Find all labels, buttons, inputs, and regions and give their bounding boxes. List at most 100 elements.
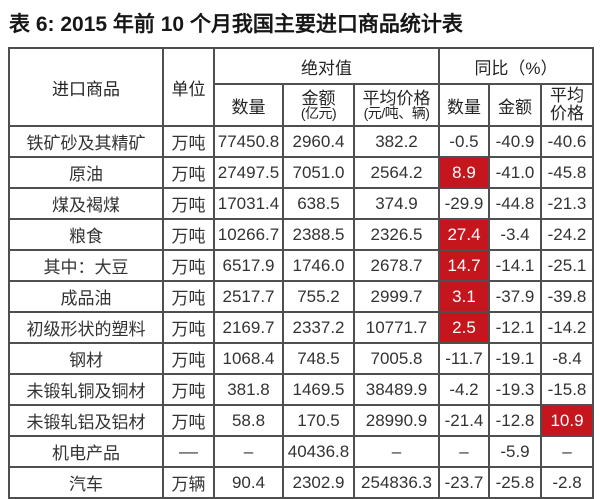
table-row: 粮食 万吨 10266.7 2388.5 2326.5 27.4 -3.4 -24.2: [8, 218, 595, 251]
cell-yoy-amount: -41.0: [488, 156, 542, 189]
cell-yoy-avg-price: 10.9: [539, 404, 595, 437]
cell-unit: ––: [162, 435, 215, 468]
table-row: 煤及褐煤 万吨 17031.4 638.5 374.9 -29.9 -44.8 -21.3: [8, 187, 595, 220]
cell-yoy-amount: -14.1: [488, 249, 542, 282]
cell-amount: 2960.4: [282, 125, 355, 158]
cell-yoy-avg-price: -24.2: [539, 218, 595, 251]
cell-yoy-avg-price: -21.3: [539, 187, 595, 220]
cell-product: 未锻轧铝及铝材: [8, 404, 164, 437]
cell-yoy-avg-price: -14.2: [539, 311, 595, 344]
cell-amount: 755.2: [282, 280, 355, 313]
cell-quantity: 58.8: [213, 404, 284, 437]
import-stats-table: 进口商品 单位 绝对值 同比（%） 数量 金额 (亿元) 平均价格 (元/吨、辆…: [8, 47, 595, 499]
cell-yoy-amount: -3.4: [488, 218, 542, 251]
table-body: 铁矿砂及其精矿 万吨 77450.8 2960.4 382.2 -0.5 -40.9 -40.…: [8, 125, 595, 499]
header-yoy-avg-price: 平均 价格: [539, 83, 595, 127]
cell-product: 汽车: [8, 466, 164, 499]
cell-yoy-amount: -5.9: [488, 435, 542, 468]
cell-yoy-quantity: -0.5: [438, 125, 490, 158]
cell-product: 成品油: [8, 280, 164, 313]
cell-yoy-amount: -19.3: [488, 373, 542, 406]
table-row: 原油 万吨 27497.5 7051.0 2564.2 8.9 -41.0 -45.8: [8, 156, 595, 189]
table-row: 铁矿砂及其精矿 万吨 77450.8 2960.4 382.2 -0.5 -40.9 -40.…: [8, 125, 595, 158]
cell-avg-price: 374.9: [353, 187, 440, 220]
cell-yoy-avg-price: -8.4: [539, 342, 595, 375]
cell-product: 铁矿砂及其精矿: [8, 125, 164, 158]
header-yoy-quantity: 数量: [438, 83, 490, 127]
cell-avg-price: 38489.9: [353, 373, 440, 406]
cell-avg-price: –: [353, 435, 440, 468]
cell-yoy-amount: -44.8: [488, 187, 542, 220]
cell-product: 未锻轧铜及铜材: [8, 373, 164, 406]
cell-yoy-quantity: 8.9: [438, 156, 490, 189]
cell-yoy-avg-price: –: [539, 435, 595, 468]
cell-product: 机电产品: [8, 435, 164, 468]
cell-yoy-quantity: -23.7: [438, 466, 490, 499]
cell-quantity: 77450.8: [213, 125, 284, 158]
cell-unit: 万吨: [162, 187, 215, 220]
cell-avg-price: 2999.7: [353, 280, 440, 313]
header-abs-amount-line1: 金额: [301, 88, 336, 108]
table-row: 未锻轧铜及铜材 万吨 381.8 1469.5 38489.9 -4.2 -19.3 -15.…: [8, 373, 595, 406]
cell-quantity: –: [213, 435, 284, 468]
table-row: 机电产品 –– –40436.8– – -5.9–: [8, 435, 595, 468]
header-abs-amount: 金额 (亿元): [282, 83, 355, 127]
cell-product: 粮食: [8, 218, 164, 251]
table-row: 钢材 万吨 1068.4 748.5 7005.8 -11.7 -19.1 -8.4: [8, 342, 595, 375]
cell-quantity: 6517.9: [213, 249, 284, 282]
cell-yoy-quantity: 14.7: [438, 249, 490, 282]
cell-unit: 万吨: [162, 218, 215, 251]
cell-yoy-avg-price: -40.6: [539, 125, 595, 158]
cell-unit: 万吨: [162, 311, 215, 344]
cell-quantity: 17031.4: [213, 187, 284, 220]
cell-quantity: 381.8: [213, 373, 284, 406]
cell-product: 其中：大豆: [8, 249, 164, 282]
cell-unit: 万吨: [162, 342, 215, 375]
cell-yoy-amount: -19.1: [488, 342, 542, 375]
cell-amount: 2302.9: [282, 466, 355, 499]
cell-unit: 万吨: [162, 373, 215, 406]
header-abs-avg-price: 平均价格 (元/吨、辆): [353, 83, 440, 127]
header-yoy-avg-price-line2: 价格: [550, 104, 584, 123]
header-abs-quantity: 数量: [213, 83, 284, 127]
header-abs-amount-line2: (亿元): [300, 104, 337, 121]
cell-yoy-quantity: -4.2: [438, 373, 490, 406]
cell-amount: 40436.8: [282, 435, 355, 468]
header-unit: 单位: [162, 47, 215, 127]
cell-yoy-amount: -40.9: [488, 125, 542, 158]
cell-avg-price: 2564.2: [353, 156, 440, 189]
cell-yoy-avg-price: -15.8: [539, 373, 595, 406]
cell-avg-price: 254836.3: [353, 466, 440, 499]
cell-unit: 万吨: [162, 404, 215, 437]
cell-avg-price: 7005.8: [353, 342, 440, 375]
cell-yoy-quantity: -29.9: [438, 187, 490, 220]
cell-product: 初级形状的塑料: [8, 311, 164, 344]
table-row: 成品油 万吨 2517.7 755.2 2999.7 3.1 -37.9 -39.8: [8, 280, 595, 313]
cell-unit: 万吨: [162, 125, 215, 158]
cell-amount: 2388.5: [282, 218, 355, 251]
cell-yoy-quantity: -21.4: [438, 404, 490, 437]
table-row: 汽车 万辆 90.4 2302.9 254836.3 -23.7 -25.8 -2.8: [8, 466, 595, 499]
cell-quantity: 1068.4: [213, 342, 284, 375]
cell-avg-price: 28990.9: [353, 404, 440, 437]
cell-amount: 7051.0: [282, 156, 355, 189]
cell-unit: 万辆: [162, 466, 215, 499]
cell-yoy-avg-price: -2.8: [539, 466, 595, 499]
cell-amount: 638.5: [282, 187, 355, 220]
table-header: 进口商品 单位 绝对值 同比（%） 数量 金额 (亿元) 平均价格 (元/吨、辆…: [8, 47, 595, 127]
cell-quantity: 27497.5: [213, 156, 284, 189]
header-group-absolute: 绝对值: [213, 47, 440, 85]
table-row: 未锻轧铝及铝材 万吨 58.8 170.5 28990.9 -21.4 -12.8 10.9: [8, 404, 595, 437]
cell-yoy-amount: -12.8: [488, 404, 542, 437]
cell-yoy-avg-price: -45.8: [539, 156, 595, 189]
cell-yoy-amount: -25.8: [488, 466, 542, 499]
cell-amount: 1469.5: [282, 373, 355, 406]
header-group-yoy: 同比（%）: [437, 47, 595, 85]
table-row: 其中：大豆 万吨 6517.9 1746.0 2678.7 14.7 -14.1 -25.1: [8, 249, 595, 282]
cell-quantity: 90.4: [213, 466, 284, 499]
header-yoy-avg-price-line1: 平均: [550, 86, 584, 105]
header-yoy-amount: 金额: [488, 83, 542, 127]
cell-product: 原油: [8, 156, 164, 189]
cell-amount: 2337.2: [282, 311, 355, 344]
